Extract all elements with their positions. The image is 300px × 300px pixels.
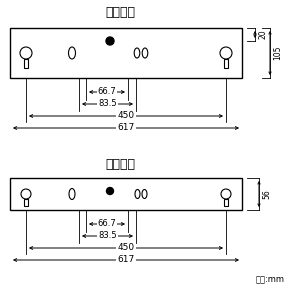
- Text: 450: 450: [117, 244, 135, 253]
- Text: 66.7: 66.7: [98, 220, 116, 229]
- Bar: [24, 58, 28, 68]
- Ellipse shape: [69, 188, 75, 200]
- Ellipse shape: [68, 47, 76, 59]
- Bar: [10, 178, 242, 210]
- Text: 83.5: 83.5: [98, 100, 117, 109]
- Ellipse shape: [135, 190, 140, 199]
- Text: 83.5: 83.5: [98, 232, 117, 241]
- Text: 66.7: 66.7: [98, 88, 116, 97]
- Text: 20: 20: [258, 30, 267, 39]
- Ellipse shape: [142, 48, 148, 58]
- Circle shape: [21, 189, 31, 199]
- Text: 617: 617: [117, 256, 135, 265]
- Text: 450: 450: [117, 112, 135, 121]
- Circle shape: [106, 188, 113, 194]
- Text: 棚下取付: 棚下取付: [105, 7, 135, 20]
- Bar: [224, 199, 228, 206]
- Ellipse shape: [142, 190, 147, 199]
- Text: 単位:mm: 単位:mm: [256, 275, 285, 284]
- Text: 壁面取付: 壁面取付: [105, 158, 135, 172]
- Ellipse shape: [134, 48, 140, 58]
- Text: 56: 56: [262, 189, 271, 199]
- Bar: [224, 58, 228, 68]
- Bar: [24, 199, 28, 206]
- Bar: [10, 28, 242, 78]
- Circle shape: [221, 189, 231, 199]
- Text: 617: 617: [117, 124, 135, 133]
- Circle shape: [20, 47, 32, 59]
- Text: 105: 105: [273, 46, 282, 60]
- Circle shape: [220, 47, 232, 59]
- Circle shape: [106, 37, 114, 45]
